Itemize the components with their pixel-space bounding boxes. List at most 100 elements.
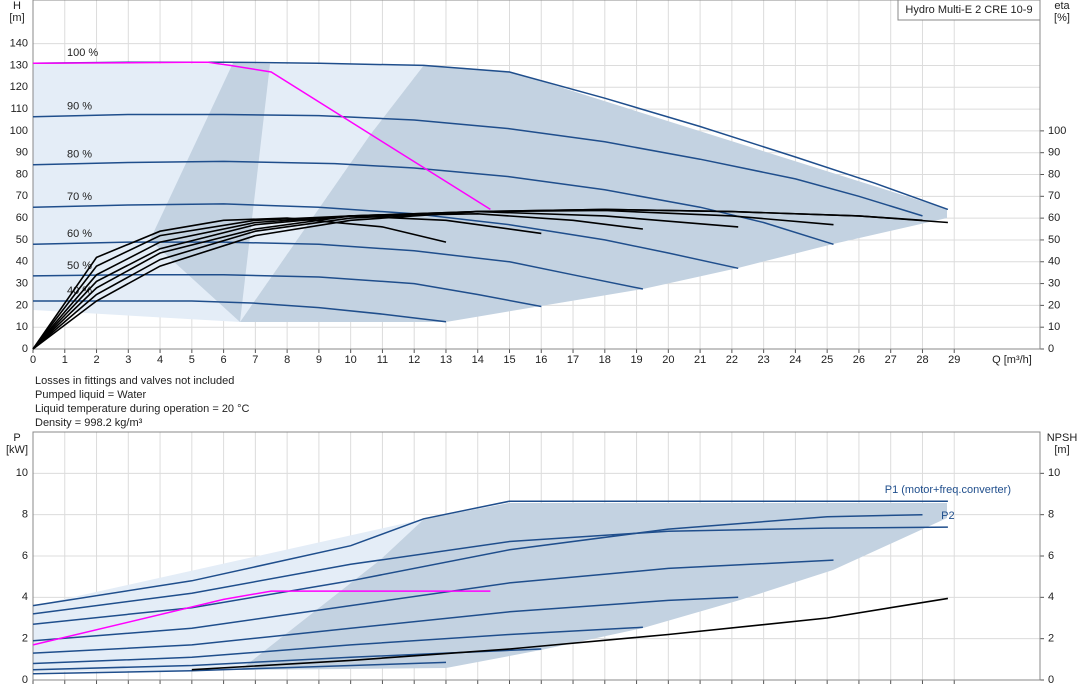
x-tick-label: 18 — [599, 354, 611, 366]
x-tick-label: 16 — [535, 354, 547, 366]
curve-label: 70 % — [67, 191, 92, 203]
y-axis-label: H — [13, 0, 21, 12]
note: Pumped liquid = Water — [35, 389, 147, 401]
y2-tick-label: 10 — [1048, 321, 1060, 333]
x-tick-label: 23 — [758, 354, 770, 366]
x-tick-label: 21 — [694, 354, 706, 366]
x-tick-label: 28 — [916, 354, 928, 366]
y2-axis-unit: [m] — [1054, 444, 1069, 456]
x-tick-label: 11 — [377, 354, 388, 366]
curve — [32, 113, 923, 217]
curve — [32, 596, 739, 654]
x-tick-label: 14 — [472, 354, 484, 366]
curve — [32, 500, 948, 607]
curve — [32, 626, 643, 665]
x-tick-label: 17 — [567, 354, 579, 366]
curve-label: 100 % — [67, 47, 98, 59]
note: Liquid temperature during operation = 20… — [35, 403, 250, 415]
x-tick-label: 12 — [408, 354, 420, 366]
y2-tick-label: 90 — [1048, 147, 1060, 159]
y-tick-label: 110 — [10, 103, 28, 115]
x-tick-label: 13 — [440, 354, 452, 366]
y2-tick-label: 2 — [1048, 633, 1054, 645]
x-tick-label: 7 — [252, 354, 258, 366]
y-tick-label: 70 — [16, 190, 28, 202]
operating-range — [240, 65, 947, 322]
x-axis-label: Q [m³/h] — [992, 354, 1032, 366]
y2-tick-label: 40 — [1048, 256, 1060, 268]
y2-tick-label: 80 — [1048, 168, 1060, 180]
y-axis-label: P — [13, 432, 20, 444]
y-tick-label: 2 — [22, 633, 28, 645]
curve-label: 80 % — [67, 149, 92, 161]
curve — [32, 559, 834, 642]
y-tick-label: 50 — [16, 234, 28, 246]
curve — [32, 215, 542, 350]
x-tick-label: 8 — [284, 354, 290, 366]
curve — [32, 526, 948, 615]
x-tick-label: 1 — [62, 354, 68, 366]
curve-label: 60 % — [67, 228, 92, 240]
y-tick-label: 100 — [10, 125, 28, 137]
power-range — [240, 503, 947, 670]
curve — [32, 217, 447, 350]
y-axis-unit: [m] — [9, 12, 24, 24]
x-tick-label: 4 — [157, 354, 163, 366]
y2-tick-label: 100 — [1048, 125, 1066, 137]
y-tick-label: 40 — [16, 256, 28, 268]
x-tick-label: 15 — [503, 354, 515, 366]
plot-frame — [32, 0, 1041, 350]
x-tick-label: 22 — [726, 354, 738, 366]
y-axis-unit: [kW] — [6, 444, 28, 456]
y-tick-label: 120 — [10, 81, 28, 93]
y-tick-label: 10 — [16, 467, 28, 479]
x-tick-label: 3 — [125, 354, 131, 366]
y2-tick-label: 8 — [1048, 509, 1054, 521]
y2-tick-label: 0 — [1048, 343, 1054, 355]
note: Density = 998.2 kg/m³ — [35, 417, 143, 429]
y-tick-label: 0 — [22, 674, 28, 686]
curve-label: P1 (motor+freq.converter) — [885, 484, 1011, 496]
x-tick-label: 10 — [345, 354, 357, 366]
x-tick-label: 9 — [316, 354, 322, 366]
y2-axis-label: NPSH — [1047, 432, 1078, 444]
chart-title: Hydro Multi-E 2 CRE 10-9 — [905, 4, 1032, 16]
y-tick-label: 8 — [22, 509, 28, 521]
x-tick-label: 29 — [948, 354, 960, 366]
plot-frame — [32, 431, 1041, 681]
y-tick-label: 6 — [22, 550, 28, 562]
y2-tick-label: 30 — [1048, 277, 1060, 289]
curve — [32, 590, 491, 646]
x-tick-label: 24 — [789, 354, 801, 366]
x-tick-label: 25 — [821, 354, 833, 366]
curve-label: P2 — [941, 510, 954, 522]
y-tick-label: 30 — [16, 277, 28, 289]
y-tick-label: 90 — [16, 147, 28, 159]
x-tick-label: 0 — [30, 354, 36, 366]
x-tick-label: 6 — [221, 354, 227, 366]
x-tick-label: 26 — [853, 354, 865, 366]
curve-label: 90 % — [67, 101, 92, 113]
y2-tick-label: 50 — [1048, 234, 1060, 246]
y2-tick-label: 0 — [1048, 674, 1054, 686]
curve — [32, 61, 491, 211]
x-tick-label: 27 — [885, 354, 897, 366]
y2-tick-label: 20 — [1048, 299, 1060, 311]
y2-tick-label: 10 — [1048, 467, 1060, 479]
y-tick-label: 0 — [22, 343, 28, 355]
x-tick-label: 19 — [630, 354, 642, 366]
operating-range — [150, 63, 270, 322]
x-tick-label: 20 — [662, 354, 674, 366]
y2-tick-label: 6 — [1048, 550, 1054, 562]
y-tick-label: 20 — [16, 299, 28, 311]
y-tick-label: 60 — [16, 212, 28, 224]
x-tick-label: 2 — [93, 354, 99, 366]
y-tick-label: 130 — [10, 59, 28, 71]
y-tick-label: 80 — [16, 168, 28, 180]
curve-label: 50 % — [67, 260, 92, 272]
y2-axis-label: eta — [1054, 0, 1070, 12]
y2-tick-label: 4 — [1048, 591, 1054, 603]
curve — [32, 160, 834, 246]
